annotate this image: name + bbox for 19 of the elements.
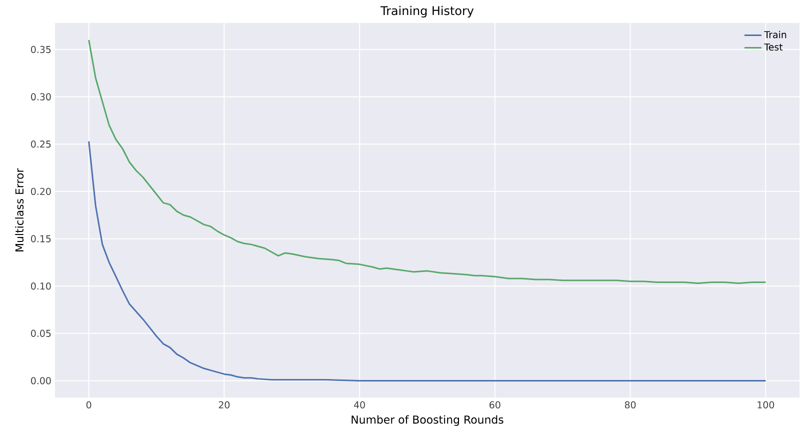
y-tick-label: 0.05 bbox=[31, 330, 51, 338]
legend-label: Train bbox=[764, 31, 786, 38]
y-tick-label: 0.30 bbox=[31, 93, 51, 101]
y-tick-label: 0.10 bbox=[31, 282, 51, 290]
legend-label: Test bbox=[764, 44, 783, 51]
y-tick-label: 0.25 bbox=[31, 140, 51, 148]
x-tick-label: 20 bbox=[218, 401, 230, 409]
y-tick-label: 0.20 bbox=[31, 188, 51, 196]
y-tick-label: 0.00 bbox=[31, 377, 51, 384]
y-axis-title: Multiclass Error bbox=[15, 168, 24, 252]
x-tick-label: 40 bbox=[354, 401, 365, 409]
y-tick-label: 0.35 bbox=[31, 46, 51, 54]
chart-title: Training History bbox=[380, 6, 474, 18]
x-tick-label: 100 bbox=[758, 401, 774, 409]
x-tick-label: 0 bbox=[86, 401, 92, 409]
x-axis-title: Number of Boosting Rounds bbox=[352, 415, 504, 426]
x-tick-label: 80 bbox=[624, 401, 636, 409]
x-tick-label: 60 bbox=[490, 401, 500, 409]
y-tick-label: 0.15 bbox=[31, 235, 51, 242]
